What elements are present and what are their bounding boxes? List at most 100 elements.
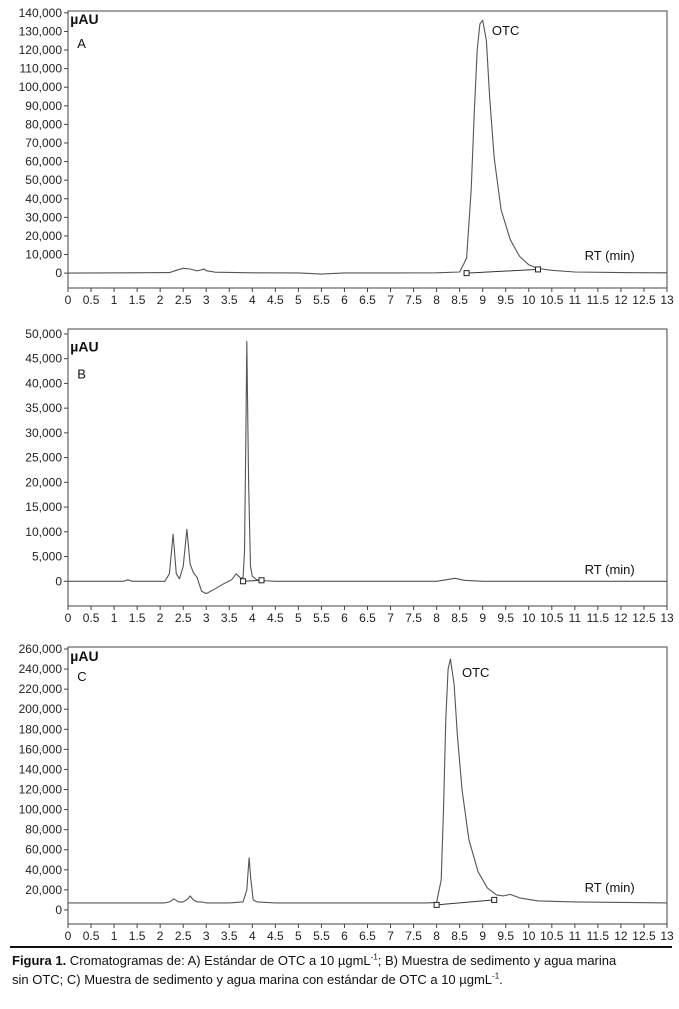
x-tick-label: 1 bbox=[111, 611, 118, 625]
plot-frame bbox=[67, 328, 668, 607]
chromatogram-trace bbox=[68, 658, 668, 904]
y-tick-label: 60,000 bbox=[25, 155, 62, 169]
x-tick-label: 7 bbox=[387, 929, 394, 943]
panel-letter: B bbox=[77, 366, 86, 381]
x-tick-label: 12.5 bbox=[632, 929, 656, 943]
x-tick-label: 7.5 bbox=[405, 611, 422, 625]
integration-marker bbox=[463, 270, 470, 277]
x-tick-label: 0.5 bbox=[83, 293, 100, 307]
x-tick-label: 4.5 bbox=[267, 611, 284, 625]
x-tick-label: 11.5 bbox=[587, 293, 610, 307]
y-tick-label: 240,000 bbox=[19, 662, 63, 676]
y-tick-label: 60,000 bbox=[25, 843, 62, 857]
y-tick-label: 20,000 bbox=[25, 229, 62, 243]
panel-letter: A bbox=[77, 36, 86, 51]
caption-text-2b: . bbox=[499, 972, 503, 987]
y-tick-label: 0 bbox=[55, 266, 62, 280]
x-tick-label: 6.5 bbox=[359, 611, 376, 625]
integration-marker bbox=[258, 577, 265, 584]
chromatogram-panel-b: 0 5,000 10,000 15,000 20,000 25,000 30,000 35,0… bbox=[0, 318, 679, 628]
x-tick-label: 11 bbox=[569, 293, 582, 307]
y-tick-label: 140,000 bbox=[19, 762, 63, 776]
y-tick-label: 35,000 bbox=[25, 401, 62, 415]
y-tick-label: 5,000 bbox=[32, 550, 62, 564]
x-tick-label: 1.5 bbox=[129, 293, 146, 307]
x-tick-label: 12.5 bbox=[632, 611, 656, 625]
unit-label: µAU bbox=[70, 11, 98, 27]
x-tick-label: 9 bbox=[479, 611, 486, 625]
x-tick-label: 11.5 bbox=[587, 929, 610, 943]
x-tick-label: 9 bbox=[479, 293, 486, 307]
y-tick-label: 70,000 bbox=[25, 136, 62, 150]
caption-text-2: sin OTC; C) Muestra de sedimento y agua … bbox=[12, 972, 493, 987]
plot-frame bbox=[67, 646, 668, 925]
x-tick-label: 4 bbox=[249, 929, 256, 943]
caption-text-1: Cromatogramas de: A) Estándar de OTC a 1… bbox=[66, 953, 371, 968]
y-tick-label: 0 bbox=[55, 574, 62, 588]
y-tick-label: 30,000 bbox=[25, 426, 62, 440]
x-tick-label: 0 bbox=[65, 929, 72, 943]
integration-marker bbox=[240, 578, 247, 585]
x-tick-label: 8 bbox=[433, 929, 440, 943]
y-tick-label: 0 bbox=[55, 903, 62, 917]
y-tick-label: 50,000 bbox=[25, 173, 62, 187]
y-tick-label: 80,000 bbox=[25, 117, 62, 131]
x-tick-label: 2.5 bbox=[175, 611, 192, 625]
x-tick-label: 0.5 bbox=[83, 929, 100, 943]
chart-a: 0 10,000 20,000 30,000 40,000 50,000 60,000 70,… bbox=[19, 6, 674, 307]
x-tick-label: 7.5 bbox=[405, 293, 422, 307]
x-tick-label: 10.5 bbox=[540, 929, 564, 943]
y-tick-label: 140,000 bbox=[19, 6, 63, 20]
y-tick-label: 120,000 bbox=[19, 43, 63, 57]
y-tick-label: 120,000 bbox=[19, 783, 63, 797]
x-tick-label: 10 bbox=[522, 611, 536, 625]
y-tick-label: 40,000 bbox=[25, 863, 62, 877]
y-tick-label: 10,000 bbox=[25, 525, 62, 539]
unit-label: µAU bbox=[70, 338, 98, 354]
x-tick-label: 10.5 bbox=[540, 611, 564, 625]
y-tick-label: 15,000 bbox=[25, 500, 62, 514]
x-tick-label: 7.5 bbox=[405, 929, 422, 943]
x-tick-label: 12 bbox=[614, 293, 628, 307]
x-tick-label: 13 bbox=[660, 611, 674, 625]
caption-text-1b: ; B) Muestra de sedimento y agua marina bbox=[377, 953, 617, 968]
y-tick-label: 130,000 bbox=[19, 24, 63, 38]
chromatogram-trace bbox=[68, 340, 667, 595]
x-tick-label: 10 bbox=[522, 293, 536, 307]
integration-baseline bbox=[436, 899, 495, 906]
y-tick-label: 260,000 bbox=[19, 642, 63, 656]
x-tick-label: 4.5 bbox=[267, 293, 284, 307]
x-tick-label: 12 bbox=[614, 929, 628, 943]
y-tick-label: 160,000 bbox=[19, 742, 63, 756]
x-tick-label: 6 bbox=[341, 293, 348, 307]
x-tick-label: 10 bbox=[522, 929, 536, 943]
x-tick-label: 2 bbox=[157, 611, 164, 625]
y-tick-label: 200,000 bbox=[19, 702, 63, 716]
y-tick-label: 20,000 bbox=[25, 475, 62, 489]
y-tick-label: 80,000 bbox=[25, 823, 62, 837]
x-tick-label: 1 bbox=[111, 293, 118, 307]
x-tick-label: 3 bbox=[203, 293, 210, 307]
x-tick-label: 1.5 bbox=[129, 929, 146, 943]
caption-sup-1: -1 bbox=[370, 952, 378, 962]
y-tick-label: 20,000 bbox=[25, 883, 62, 897]
integration-marker bbox=[534, 266, 541, 273]
x-tick-label: 3 bbox=[203, 929, 210, 943]
caption-rule bbox=[10, 946, 672, 948]
y-tick-label: 100,000 bbox=[19, 803, 63, 817]
peak-label: OTC bbox=[492, 23, 519, 38]
chromatogram-panel-c: 0 20,000 40,000 60,000 80,000 100,000 120,000 1… bbox=[0, 636, 679, 946]
y-tick-label: 30,000 bbox=[25, 210, 62, 224]
axis-note: RT (min) bbox=[585, 880, 635, 895]
x-tick-label: 1.5 bbox=[129, 611, 146, 625]
y-tick-label: 90,000 bbox=[25, 99, 62, 113]
y-tick-label: 180,000 bbox=[19, 722, 63, 736]
chart-b: 0 5,000 10,000 15,000 20,000 25,000 30,000 35,0… bbox=[25, 327, 674, 625]
x-tick-label: 3.5 bbox=[221, 611, 238, 625]
x-tick-label: 12 bbox=[614, 611, 628, 625]
integration-baseline bbox=[466, 268, 539, 274]
x-tick-label: 2 bbox=[157, 929, 164, 943]
x-tick-label: 9.5 bbox=[497, 611, 514, 625]
x-tick-label: 8 bbox=[433, 293, 440, 307]
x-tick-label: 8.5 bbox=[451, 611, 468, 625]
